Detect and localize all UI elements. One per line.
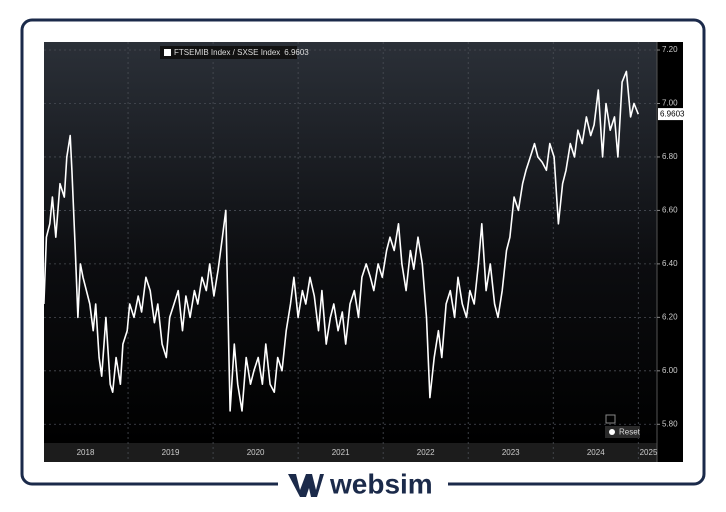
reset-label[interactable]: Reset [619, 428, 641, 437]
logo-text: websim [329, 468, 433, 499]
plot-area [44, 42, 657, 443]
x-tick-label: 2024 [587, 448, 605, 457]
x-axis-band [44, 443, 657, 462]
y-tick-label: 6.60 [662, 206, 678, 215]
reset-control[interactable]: Reset [605, 414, 641, 438]
reset-icon [609, 429, 615, 435]
x-tick-label: 2018 [77, 448, 95, 457]
y-tick-label: 5.80 [662, 419, 678, 428]
legend-value: 6.9603 [284, 48, 309, 57]
x-tick-label: 2023 [502, 448, 520, 457]
y-tick-label: 7.20 [662, 45, 678, 54]
y-tick-label: 6.00 [662, 366, 678, 375]
grid [44, 42, 657, 462]
last-value-label: 6.9603 [660, 110, 685, 119]
y-tick-label: 6.40 [662, 259, 678, 268]
reset-button[interactable] [605, 426, 640, 438]
series [43, 70, 640, 412]
x-tick-label: 2022 [417, 448, 435, 457]
series-line [43, 70, 640, 412]
x-tick-label: 2021 [332, 448, 350, 457]
x-tick-label: 2025 [640, 448, 658, 457]
last-value-flag [658, 108, 684, 121]
y-tick-label: 6.80 [662, 152, 678, 161]
x-tick-label: 2020 [247, 448, 265, 457]
legend-box [160, 46, 297, 59]
logo: websim [288, 468, 433, 499]
x-tick-label: 2019 [162, 448, 180, 457]
zoom-icon[interactable] [605, 414, 616, 424]
legend-swatch [164, 49, 171, 56]
y-tick-label: 7.00 [662, 99, 678, 108]
y-tick-label: 6.20 [662, 312, 678, 321]
legend-label: FTSEMIB Index / SXSE Index [174, 48, 280, 57]
legend: FTSEMIB Index / SXSE Index 6.9603 [160, 46, 309, 59]
logo-icon [288, 474, 324, 497]
